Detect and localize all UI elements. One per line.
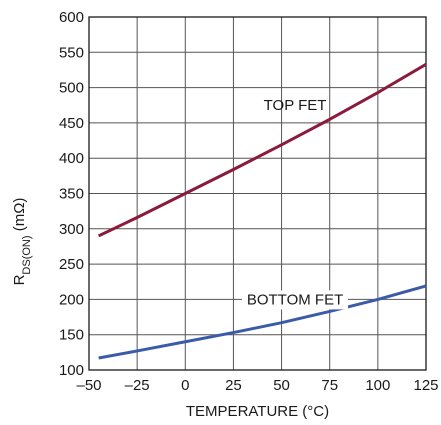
y-tick-label: 350 [59, 186, 84, 203]
x-tick-label: 0 [181, 377, 189, 394]
x-tick-label: 125 [413, 377, 438, 394]
series-line-top-fet [97, 63, 427, 238]
tick-labels: –50 –25 0 25 50 75 100 125 100 150 200 250 300 350 400… [59, 9, 439, 394]
x-tick-label: 100 [365, 377, 390, 394]
series-label-top-fet: TOP FET [264, 97, 327, 114]
y-tick-label: 600 [59, 9, 84, 26]
x-tick-label: 25 [225, 377, 242, 394]
y-tick-label: 150 [59, 327, 84, 344]
plot-frame [88, 16, 427, 371]
y-axis-title-subscript: DS(ON) [21, 235, 33, 274]
y-tick-label: 100 [59, 362, 84, 379]
y-tick-label: 300 [59, 221, 84, 238]
y-tick-label: 250 [59, 256, 84, 273]
grid [88, 16, 427, 371]
y-tick-label: 550 [59, 44, 84, 61]
x-tick-label: 50 [273, 377, 290, 394]
y-tick-label: 400 [59, 150, 84, 167]
y-axis-title: RDS(ON) (mΩ) [11, 198, 33, 286]
x-tick-label: –50 [76, 377, 101, 394]
series-label-bottom-fet-background [242, 290, 349, 310]
y-tick-label: 200 [59, 291, 84, 308]
y-tick-label: 500 [59, 80, 84, 97]
series-line-bottom-fet [98, 284, 427, 360]
series-label-bottom-fet: BOTTOM FET [247, 291, 343, 308]
y-axis-title-main: R [11, 274, 28, 285]
y-axis-title-unit: (mΩ) [11, 198, 28, 236]
label-bottom-fet: BOTTOM FET [242, 290, 349, 310]
series-layer [97, 63, 427, 360]
x-tick-label: –25 [125, 377, 150, 394]
label-top-fet: TOP FET [264, 97, 327, 114]
x-axis-title: TEMPERATURE (°C) [186, 403, 329, 420]
x-tick-label: 75 [321, 377, 338, 394]
y-tick-label: 450 [59, 115, 84, 132]
